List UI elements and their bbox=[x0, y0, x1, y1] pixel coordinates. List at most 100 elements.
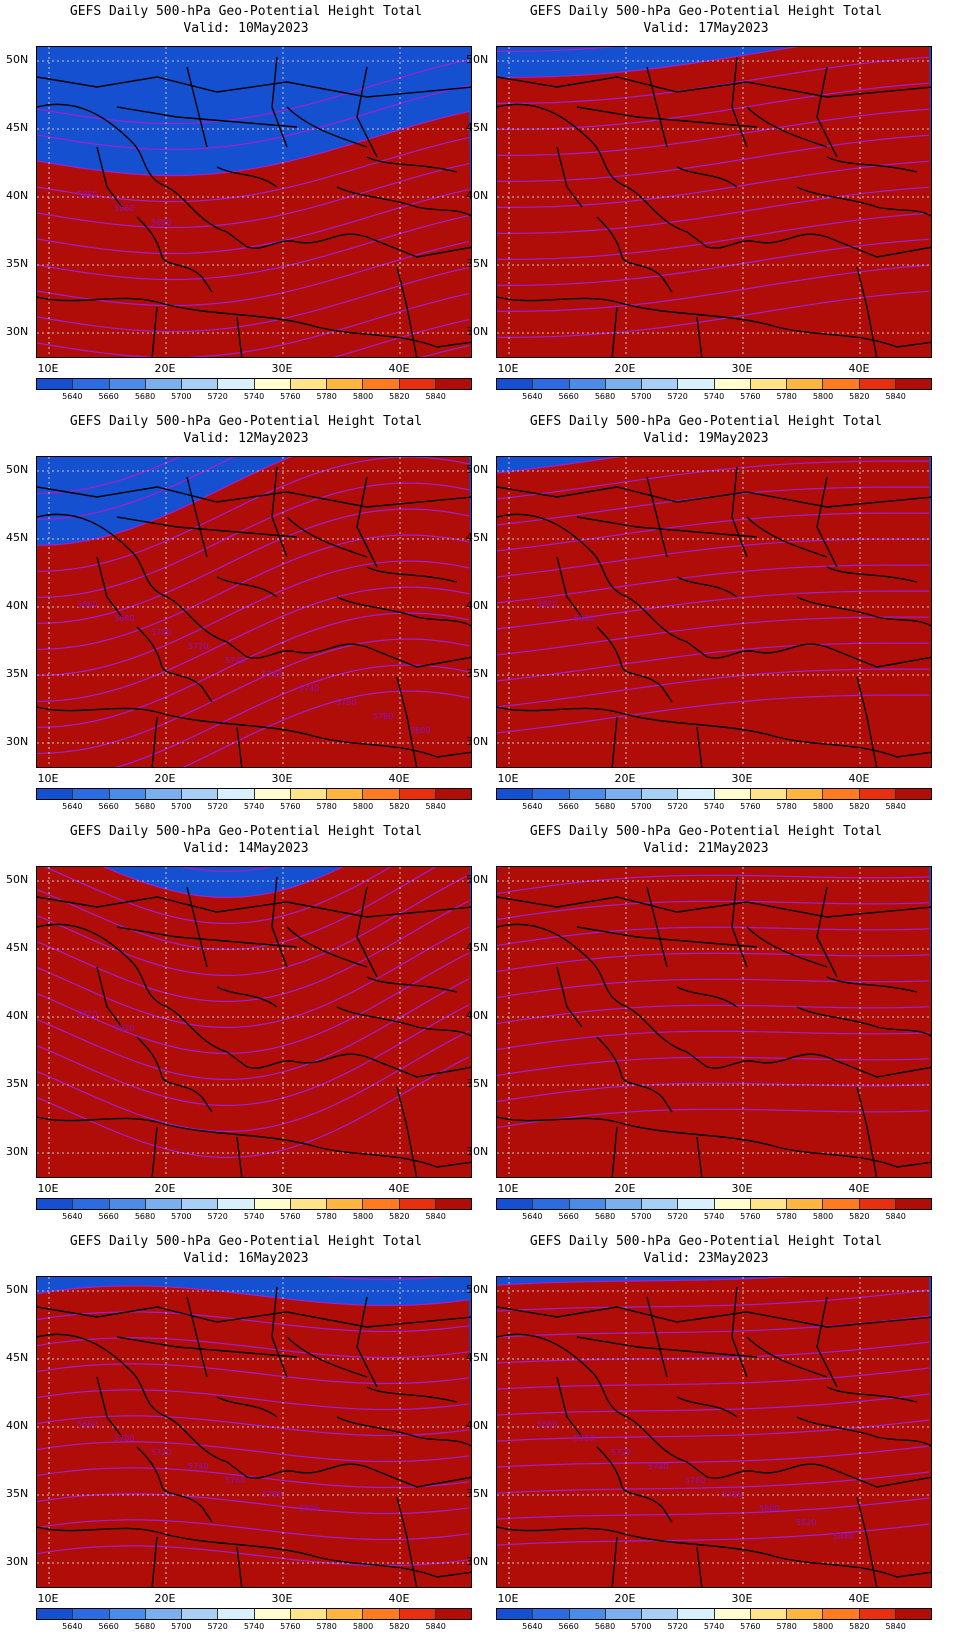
contour-line bbox=[182, 690, 470, 767]
colorbar-label: 5660 bbox=[98, 1622, 119, 1631]
colorbar-swatch bbox=[533, 1609, 570, 1619]
contour-label: 5800 bbox=[410, 726, 430, 735]
latitude-label: 35N bbox=[6, 667, 29, 680]
contour-line bbox=[37, 1389, 470, 1411]
coastline bbox=[596, 1446, 673, 1523]
colorbar-swatch bbox=[435, 1199, 471, 1209]
coastline bbox=[151, 1126, 158, 1177]
colorbar-label: 5680 bbox=[134, 802, 156, 811]
contour-label: 5740 bbox=[225, 656, 245, 665]
colorbar-label: 5820 bbox=[849, 1622, 870, 1631]
colorbar-label: 5840 bbox=[885, 1622, 906, 1631]
coastline bbox=[136, 1446, 213, 1523]
coastline bbox=[286, 1336, 368, 1378]
contour-line bbox=[497, 1289, 930, 1312]
contour-line bbox=[37, 1545, 470, 1567]
coastline bbox=[37, 1333, 471, 1488]
contour-line bbox=[37, 457, 181, 494]
contour-line bbox=[321, 1277, 448, 1281]
coastline bbox=[366, 976, 458, 993]
coastline bbox=[731, 466, 748, 558]
contour-line bbox=[497, 1277, 795, 1286]
colorbar-label: 5640 bbox=[62, 392, 83, 401]
panel-title: GEFS Daily 500-hPa Geo-Potential Height … bbox=[529, 414, 883, 429]
coastline bbox=[676, 166, 738, 188]
coastline bbox=[556, 556, 583, 618]
colorbar-swatch bbox=[678, 1199, 715, 1209]
coastline bbox=[611, 1126, 618, 1177]
contour-line bbox=[497, 108, 930, 156]
longitude-label: 30E bbox=[731, 1182, 753, 1195]
contour-line bbox=[497, 212, 930, 260]
geopotential-height-map: 5660 5680 5700 5720 5740 5760 5740 5760 5780 5800 bbox=[36, 456, 472, 768]
longitude-label: 40E bbox=[848, 362, 870, 375]
colorbar-label: 5740 bbox=[703, 1212, 725, 1221]
latitude-label: 45N bbox=[6, 531, 29, 544]
coastline bbox=[396, 1496, 418, 1587]
latitude-label: 45N bbox=[466, 121, 489, 134]
coastline bbox=[596, 1036, 673, 1113]
contour-line bbox=[37, 1337, 470, 1359]
coastline bbox=[366, 1386, 458, 1403]
colorbar-swatch bbox=[290, 379, 327, 389]
colorbar-swatch bbox=[73, 1609, 110, 1619]
latitude-label: 45N bbox=[466, 531, 489, 544]
longitude-label: 30E bbox=[731, 362, 753, 375]
contour-line bbox=[37, 137, 470, 203]
colorbar-swatch bbox=[399, 1609, 436, 1619]
contour-line bbox=[115, 664, 470, 767]
colorbar-swatch bbox=[605, 379, 642, 389]
panel-valid-date: Valid: 19May2023 bbox=[643, 431, 769, 446]
colorbar-swatch bbox=[605, 1609, 642, 1619]
colorbar-label: 5840 bbox=[885, 392, 906, 401]
contour-line bbox=[332, 319, 470, 357]
colorbar-swatch bbox=[750, 1199, 787, 1209]
coastline bbox=[216, 1396, 278, 1418]
contour-line bbox=[497, 1056, 930, 1077]
contour-label: 5800 bbox=[299, 1504, 319, 1513]
contour-line bbox=[497, 1419, 930, 1442]
coastline bbox=[37, 486, 471, 508]
colorbar-label: 5840 bbox=[885, 802, 906, 811]
colorbar-swatch bbox=[290, 789, 327, 799]
longitude-label: 40E bbox=[388, 772, 410, 785]
coastline bbox=[366, 566, 458, 583]
contour-line bbox=[37, 111, 470, 177]
contour-line bbox=[497, 264, 930, 312]
colorbar-label: 5640 bbox=[522, 392, 543, 401]
longitude-label: 30E bbox=[731, 1592, 753, 1605]
contour-line bbox=[497, 1030, 930, 1051]
contour-line bbox=[37, 241, 470, 307]
colorbar-swatch bbox=[363, 1199, 400, 1209]
coastline bbox=[136, 216, 213, 293]
colorbar-swatch bbox=[823, 1609, 860, 1619]
colorbar-swatch bbox=[497, 1199, 534, 1209]
contour-line bbox=[37, 1441, 470, 1463]
coastline bbox=[136, 626, 213, 703]
contour-label: 5780 bbox=[262, 1490, 282, 1499]
longitude-label: 30E bbox=[271, 362, 293, 375]
longitude-label: 30E bbox=[271, 1182, 293, 1195]
latitude-label: 50N bbox=[466, 463, 489, 476]
contour-line bbox=[37, 1363, 470, 1385]
contour-line bbox=[497, 1367, 930, 1390]
colorbar-label: 5700 bbox=[171, 802, 192, 811]
coastline bbox=[497, 923, 931, 1078]
coastline bbox=[856, 266, 878, 357]
colorbar-swatch bbox=[569, 789, 606, 799]
colorbar-swatch bbox=[435, 379, 471, 389]
colorbar-swatch bbox=[533, 789, 570, 799]
colorbar-label: 5780 bbox=[316, 1622, 337, 1631]
colorbar-swatch bbox=[533, 1199, 570, 1209]
colorbar-swatch bbox=[823, 379, 860, 389]
colorbar-label: 5820 bbox=[389, 392, 410, 401]
colorbar-swatch bbox=[605, 1199, 642, 1209]
panel-valid-date: Valid: 12May2023 bbox=[183, 431, 309, 446]
contour-line bbox=[37, 215, 470, 281]
contour-line bbox=[37, 612, 470, 728]
latitude-label: 45N bbox=[466, 1351, 489, 1364]
longitude-label: 40E bbox=[388, 362, 410, 375]
colorbar-label: 5640 bbox=[62, 802, 83, 811]
colorbar-swatch bbox=[218, 1609, 255, 1619]
longitude-label: 40E bbox=[388, 1592, 410, 1605]
